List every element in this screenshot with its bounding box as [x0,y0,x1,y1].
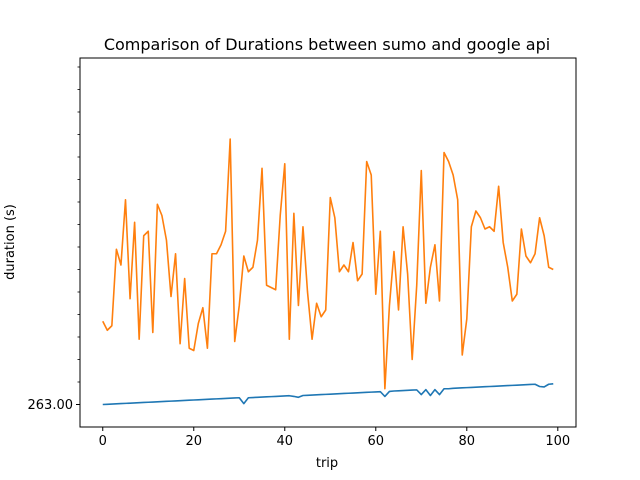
x-tick-label: 20 [185,434,202,449]
x-tick-label: 100 [545,434,570,449]
x-tick-label: 0 [99,434,107,449]
chart-title: Comparison of Durations between sumo and… [104,35,550,54]
series-layer [102,138,554,406]
x-tick-label: 80 [459,434,476,449]
series-line-1 [102,383,554,406]
x-axis-ticks: 0 20 40 60 80 100 [99,427,570,449]
axes-frame [79,57,577,428]
x-axis-label: trip [316,456,338,471]
x-tick-label: 60 [368,434,385,449]
y-tick-label: 263.00 [28,398,74,413]
y-axis-label: duration (s) [3,204,18,280]
y-axis-ticks: 263.00 [28,66,80,413]
x-tick-label: 40 [276,434,293,449]
series-line-2 [102,138,554,390]
